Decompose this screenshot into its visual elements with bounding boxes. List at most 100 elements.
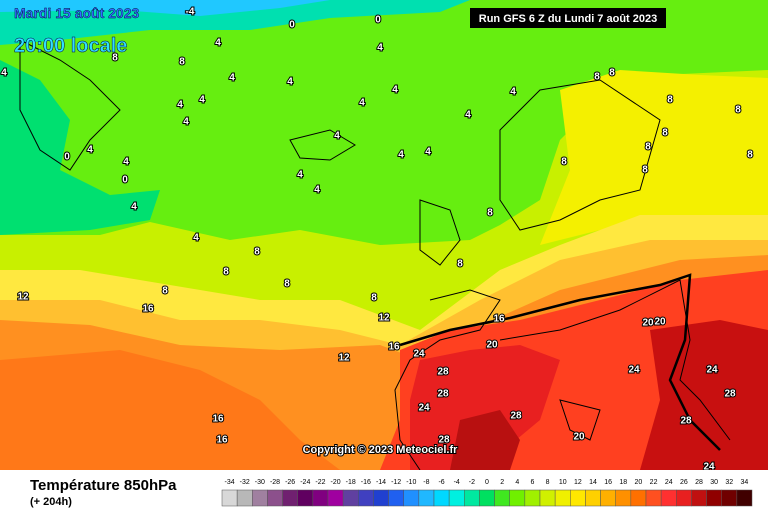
scale-label: -2 xyxy=(469,479,475,486)
contour-label: 8 xyxy=(747,150,753,161)
contour-label: 28 xyxy=(438,435,450,446)
coastlines xyxy=(19,39,731,471)
contour-label: 8 xyxy=(645,142,651,153)
contour-label: 8 xyxy=(594,72,600,83)
scale-swatch xyxy=(312,489,329,507)
scale-swatch xyxy=(388,489,404,507)
scale-label: -16 xyxy=(361,479,371,486)
contour-label: 4 xyxy=(334,131,340,142)
footer-lead: (+ 204h) xyxy=(30,496,72,508)
scale-swatch xyxy=(448,489,465,507)
contour-label: 8 xyxy=(667,95,673,106)
scale-swatch xyxy=(630,489,647,507)
contour-label: 16 xyxy=(493,314,505,325)
contour-label: 8 xyxy=(561,157,567,168)
contour-label: 16 xyxy=(142,304,154,315)
scale-label: 18 xyxy=(619,479,627,486)
scale-label: -26 xyxy=(285,479,295,486)
contour-label: 8 xyxy=(223,267,229,278)
scale-swatch xyxy=(554,489,571,507)
scale-label: 0 xyxy=(485,479,489,486)
contour-label: 12 xyxy=(17,292,29,303)
scale-label: -12 xyxy=(391,479,401,486)
contour-label: 8 xyxy=(112,53,118,64)
scale-label: 30 xyxy=(710,479,718,486)
contour-label: 4 xyxy=(398,150,404,161)
scale-swatch xyxy=(297,489,314,507)
scale-label: 12 xyxy=(574,479,582,486)
contour-20 xyxy=(399,273,721,451)
contour-label: 20 xyxy=(654,317,666,328)
scale-label: -30 xyxy=(255,479,265,486)
contour-label: 4 xyxy=(377,43,383,54)
contour-label: 20 xyxy=(486,340,498,351)
scale-swatch xyxy=(600,489,616,507)
contour-label: 4 xyxy=(297,170,303,181)
scale-label: 14 xyxy=(589,479,597,486)
contour-label: 20 xyxy=(573,432,585,443)
contour-label: 8 xyxy=(284,279,290,290)
scale-swatch xyxy=(660,489,677,507)
contour-label: 12 xyxy=(338,353,350,364)
copyright: Copyright © 2023 Meteociel.fr xyxy=(303,444,459,456)
contour-label: 28 xyxy=(437,389,449,400)
scale-label: 28 xyxy=(695,479,703,486)
scale-swatch xyxy=(585,489,601,507)
contour-label: 4 xyxy=(199,95,205,106)
contour-label: 24 xyxy=(628,365,640,376)
contour-label: 4 xyxy=(359,98,365,109)
contour-label: 4 xyxy=(183,117,189,128)
contour-label: 4 xyxy=(510,87,516,98)
footer-title: Température 850hPa xyxy=(30,477,177,494)
contour-label: 8 xyxy=(371,293,377,304)
color-scale: -34 -32 -30 -28 -26 -24 -22 -20 -18 -16 -14 -12 -10-… xyxy=(221,479,753,507)
scale-label: 34 xyxy=(741,479,749,486)
scale-label: -32 xyxy=(240,479,250,486)
scale-swatch xyxy=(691,489,707,507)
scale-swatch xyxy=(570,489,586,507)
contour-label: 4 xyxy=(193,233,199,244)
scale-label: 8 xyxy=(546,479,550,486)
scale-label: 16 xyxy=(604,479,612,486)
scale-label: 26 xyxy=(680,479,688,486)
scale-label: 22 xyxy=(650,479,658,486)
scale-swatch xyxy=(221,489,238,507)
contour-label: 4 xyxy=(314,185,320,196)
contour-label: 16 xyxy=(212,414,224,425)
contour-label: 0 xyxy=(64,152,70,163)
scale-label: 10 xyxy=(559,479,567,486)
scale-swatch xyxy=(267,489,283,507)
contour-label: 28 xyxy=(510,411,522,422)
contour-label: 24 xyxy=(413,349,425,360)
scale-swatch xyxy=(676,489,692,507)
contour-label: 8 xyxy=(662,128,668,139)
scale-label: -10 xyxy=(406,479,416,486)
contour-label: 4 xyxy=(123,157,129,168)
contour-label: 0 xyxy=(122,175,128,186)
scale-label: 6 xyxy=(530,479,534,486)
scale-label: 24 xyxy=(665,479,673,486)
contour-label: 12 xyxy=(378,313,390,324)
contour-label: 4 xyxy=(87,145,93,156)
scale-label: -22 xyxy=(315,479,325,486)
scale-swatch xyxy=(236,489,253,507)
scale-swatch xyxy=(479,489,495,507)
scale-swatch xyxy=(252,489,268,507)
contour-label: 8 xyxy=(162,286,168,297)
contour-label: 0 xyxy=(289,20,295,31)
contour-label: 8 xyxy=(457,259,463,270)
scale-swatch xyxy=(645,489,662,507)
scale-swatch xyxy=(282,489,298,507)
scale-label: -18 xyxy=(346,479,356,486)
scale-label: -4 xyxy=(454,479,460,486)
scale-swatch xyxy=(433,489,450,507)
contour-label: 16 xyxy=(216,435,228,446)
scale-label: -6 xyxy=(438,479,444,486)
scale-swatch xyxy=(524,489,541,507)
scale-label: -20 xyxy=(331,479,341,486)
contour-label: 4 xyxy=(465,110,471,121)
scale-swatch xyxy=(403,489,420,507)
run-label: Run GFS 6 Z du Lundi 7 août 2023 xyxy=(479,13,657,25)
